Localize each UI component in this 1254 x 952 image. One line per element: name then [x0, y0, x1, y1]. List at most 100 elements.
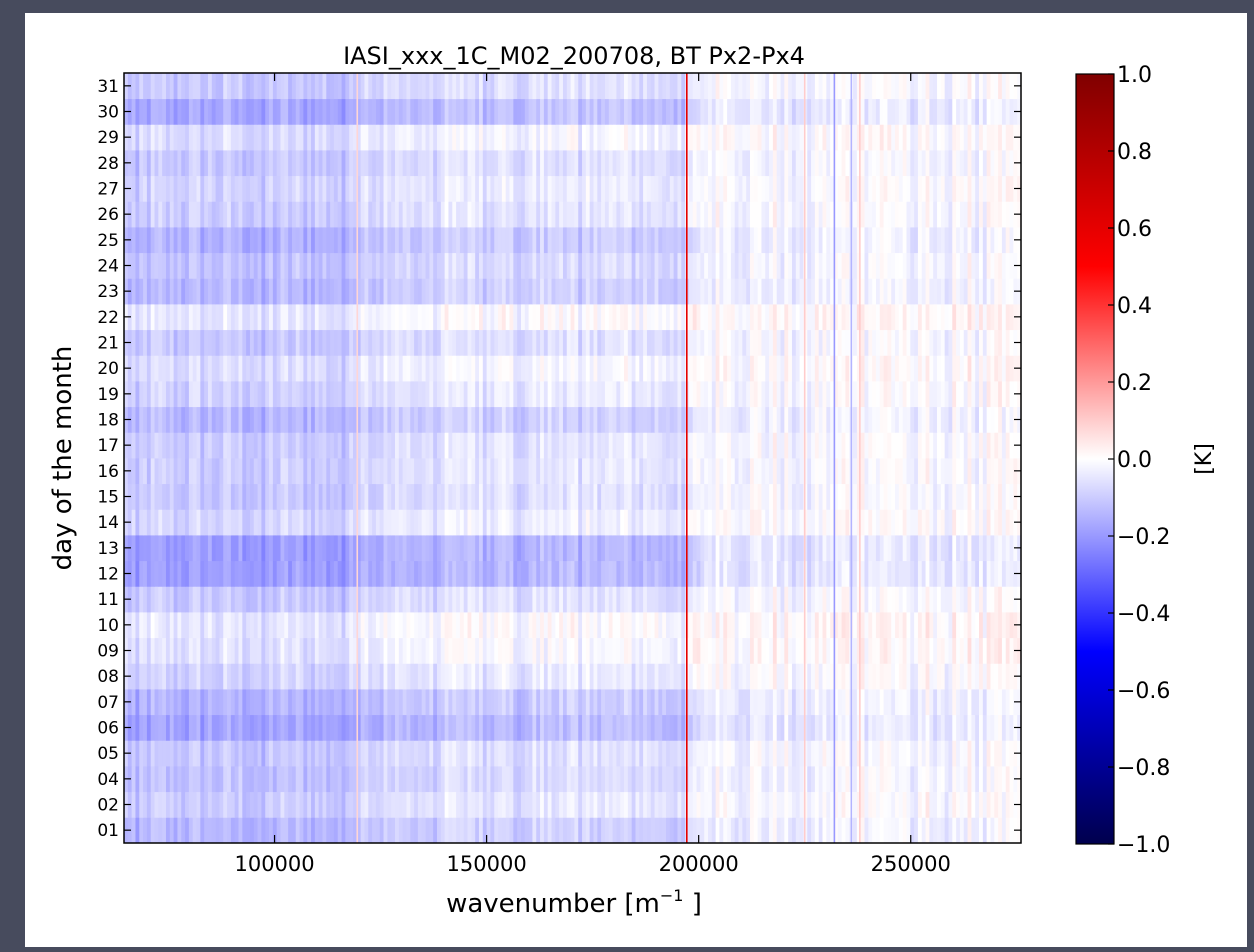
heatmap-cell [501, 766, 507, 793]
heatmap-cell [356, 381, 362, 408]
heatmap-cell [749, 535, 755, 562]
heatmap-cell [345, 740, 350, 767]
heatmap-cell [883, 740, 888, 767]
heatmap-cell [299, 791, 304, 818]
heatmap-cell [776, 432, 781, 459]
heatmap-cell [410, 612, 415, 639]
heatmap-cell [288, 432, 293, 459]
heatmap-cell [211, 381, 217, 408]
heatmap-cell [230, 637, 236, 664]
heatmap-cell [673, 406, 678, 433]
heatmap-cell [925, 689, 930, 716]
heatmap-cell [582, 637, 587, 664]
heatmap-cell [452, 663, 457, 690]
heatmap-cell [1009, 381, 1014, 408]
heatmap-cell [604, 381, 610, 408]
heatmap-cell [238, 560, 243, 587]
heatmap-cell [669, 612, 675, 639]
heatmap-cell [818, 766, 823, 793]
heatmap-cell [410, 637, 415, 664]
heatmap-cell [528, 406, 533, 433]
heatmap-cell [417, 766, 423, 793]
heatmap-cell [963, 432, 968, 459]
heatmap-cell [272, 637, 278, 664]
heatmap-cell [845, 714, 850, 741]
heatmap-cell [475, 663, 480, 690]
heatmap-cell [895, 458, 900, 485]
heatmap-cell [215, 406, 220, 433]
heatmap-cell [654, 381, 659, 408]
heatmap-cell [249, 509, 255, 536]
heatmap-cell [906, 714, 911, 741]
heatmap-cell [696, 689, 701, 716]
heatmap-cell [688, 740, 694, 767]
heatmap-cell [902, 535, 907, 562]
heatmap-cell [597, 381, 602, 408]
heatmap-cell [364, 612, 369, 639]
heatmap-cell [990, 509, 995, 536]
heatmap-cell [330, 278, 335, 305]
heatmap-cell [929, 586, 934, 613]
heatmap-cell [959, 509, 965, 536]
heatmap-cell [875, 535, 881, 562]
heatmap-cell [711, 740, 717, 767]
heatmap-cell [895, 329, 900, 356]
heatmap-cell [639, 509, 644, 536]
heatmap-cell [150, 458, 155, 485]
heatmap-cell [475, 740, 480, 767]
heatmap-cell [746, 612, 751, 639]
heatmap-cell [788, 406, 793, 433]
heatmap-cell [257, 612, 262, 639]
heatmap-cell [845, 535, 850, 562]
heatmap-cell [498, 381, 503, 408]
heatmap-cell [562, 304, 568, 331]
heatmap-cell [952, 304, 957, 331]
heatmap-cell [761, 766, 766, 793]
heatmap-cell [898, 535, 904, 562]
heatmap-cell [650, 612, 655, 639]
chart-title: IASI_xxx_1C_M02_200708, BT Px2-Px4 [343, 42, 805, 70]
heatmap-cell [738, 817, 743, 844]
heatmap-cell [333, 586, 339, 613]
heatmap-cell [139, 483, 144, 510]
heatmap-cell [578, 612, 583, 639]
heatmap-cell [555, 586, 560, 613]
heatmap-cell [753, 406, 759, 433]
heatmap-cell [265, 458, 270, 485]
heatmap-cell [921, 560, 926, 587]
heatmap-cell [204, 766, 209, 793]
heatmap-cell [543, 637, 549, 664]
heatmap-cell [864, 766, 869, 793]
heatmap-cell [811, 432, 816, 459]
heatmap-cell [906, 509, 911, 536]
heatmap-cell [673, 458, 678, 485]
heatmap-cell [154, 689, 159, 716]
heatmap-cell [410, 509, 415, 536]
heatmap-cell [207, 483, 213, 510]
heatmap-cell [429, 560, 434, 587]
heatmap-cell [696, 586, 701, 613]
heatmap-cell [150, 560, 155, 587]
heatmap-cell [188, 381, 194, 408]
heatmap-cell [986, 689, 991, 716]
heatmap-cell [666, 586, 671, 613]
heatmap-cell [879, 483, 884, 510]
heatmap-cell [311, 355, 316, 382]
heatmap-cell [1001, 509, 1007, 536]
heatmap-cell [131, 817, 136, 844]
heatmap-cell [700, 329, 705, 356]
heatmap-cell [624, 355, 629, 382]
heatmap-cell [154, 278, 159, 305]
heatmap-cell [956, 329, 961, 356]
heatmap-cell [872, 714, 877, 741]
heatmap-cell [887, 612, 892, 639]
heatmap-cell [669, 304, 675, 331]
heatmap-cell [940, 612, 946, 639]
heatmap-cell [227, 740, 232, 767]
heatmap-cell [272, 689, 278, 716]
heatmap-cell [963, 535, 968, 562]
heatmap-cell [1009, 791, 1014, 818]
heatmap-cell [753, 355, 759, 382]
heatmap-cell [490, 791, 495, 818]
heatmap-cell [513, 304, 518, 331]
